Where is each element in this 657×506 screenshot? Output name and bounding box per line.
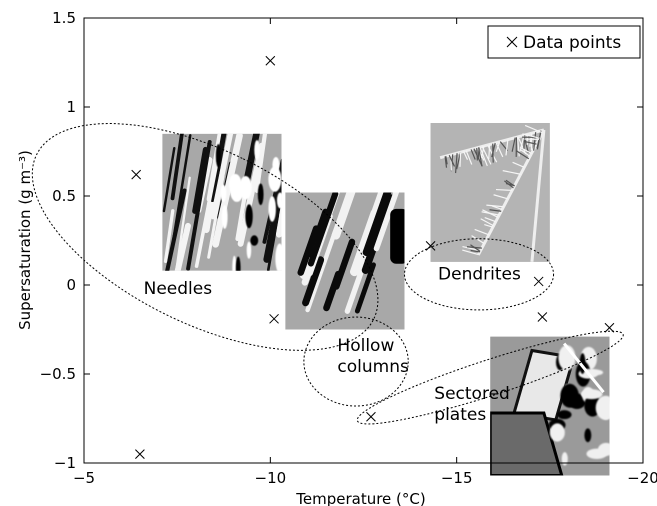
data-point: [135, 449, 145, 459]
y-tick-label: 1: [66, 98, 76, 116]
data-point: [533, 276, 544, 287]
data-point: [425, 240, 436, 251]
data-point: [366, 411, 376, 422]
data-point: [604, 322, 615, 333]
data-point: [537, 312, 548, 322]
legend-box: [487, 25, 641, 59]
region-label-3: Sectored plates: [434, 384, 510, 425]
region-ellipse-0: [31, 123, 379, 351]
y-tick-label: −0.5: [40, 365, 76, 383]
axes: [83, 17, 644, 464]
regime-ellipses: [31, 123, 624, 425]
legend: Data points: [487, 25, 641, 59]
dendrites-photo: [430, 123, 550, 262]
x-tick-label: −20: [627, 469, 657, 487]
x-tick-label: −15: [441, 469, 473, 487]
x-tick-label: −10: [255, 469, 287, 487]
x-tick-label: −5: [73, 469, 95, 487]
legend-marker-x-icon: [506, 36, 518, 48]
data-point: [269, 313, 279, 324]
y-tick-label: 0.5: [52, 187, 76, 205]
hollow-columns-photo: [285, 192, 405, 330]
y-tick-label: 0: [66, 276, 76, 294]
region-ellipse-1: [303, 316, 409, 407]
y-tick-label: −1: [54, 454, 76, 472]
data-point: [265, 55, 276, 66]
sectored-plates-photo: [490, 336, 610, 476]
legend-entry-label: Data points: [523, 33, 621, 53]
data-points: [131, 55, 615, 459]
crystal-photos: [162, 123, 610, 476]
data-point: [131, 169, 142, 180]
region-label-2: Dendrites: [438, 265, 521, 285]
y-tick-label: 1.5: [52, 9, 76, 27]
plot-frame: [83, 17, 644, 464]
region-label-0: Needles: [144, 279, 213, 299]
x-axis-label: Temperature (°C): [295, 490, 425, 506]
region-ellipse-2: [403, 238, 555, 311]
y-axis-label: Supersaturation (g m⁻³): [16, 150, 34, 330]
region-label-1: Hollow columns: [337, 336, 409, 377]
needles-photo: [162, 133, 282, 271]
region-ellipse-3: [356, 330, 624, 425]
ticks: −5 −10 −15 −20 −1 −0.5 0 0.5 1 1.5: [40, 9, 657, 487]
region-labels: Needles Hollow columns Dendrites Sectored pla…: [144, 265, 521, 425]
